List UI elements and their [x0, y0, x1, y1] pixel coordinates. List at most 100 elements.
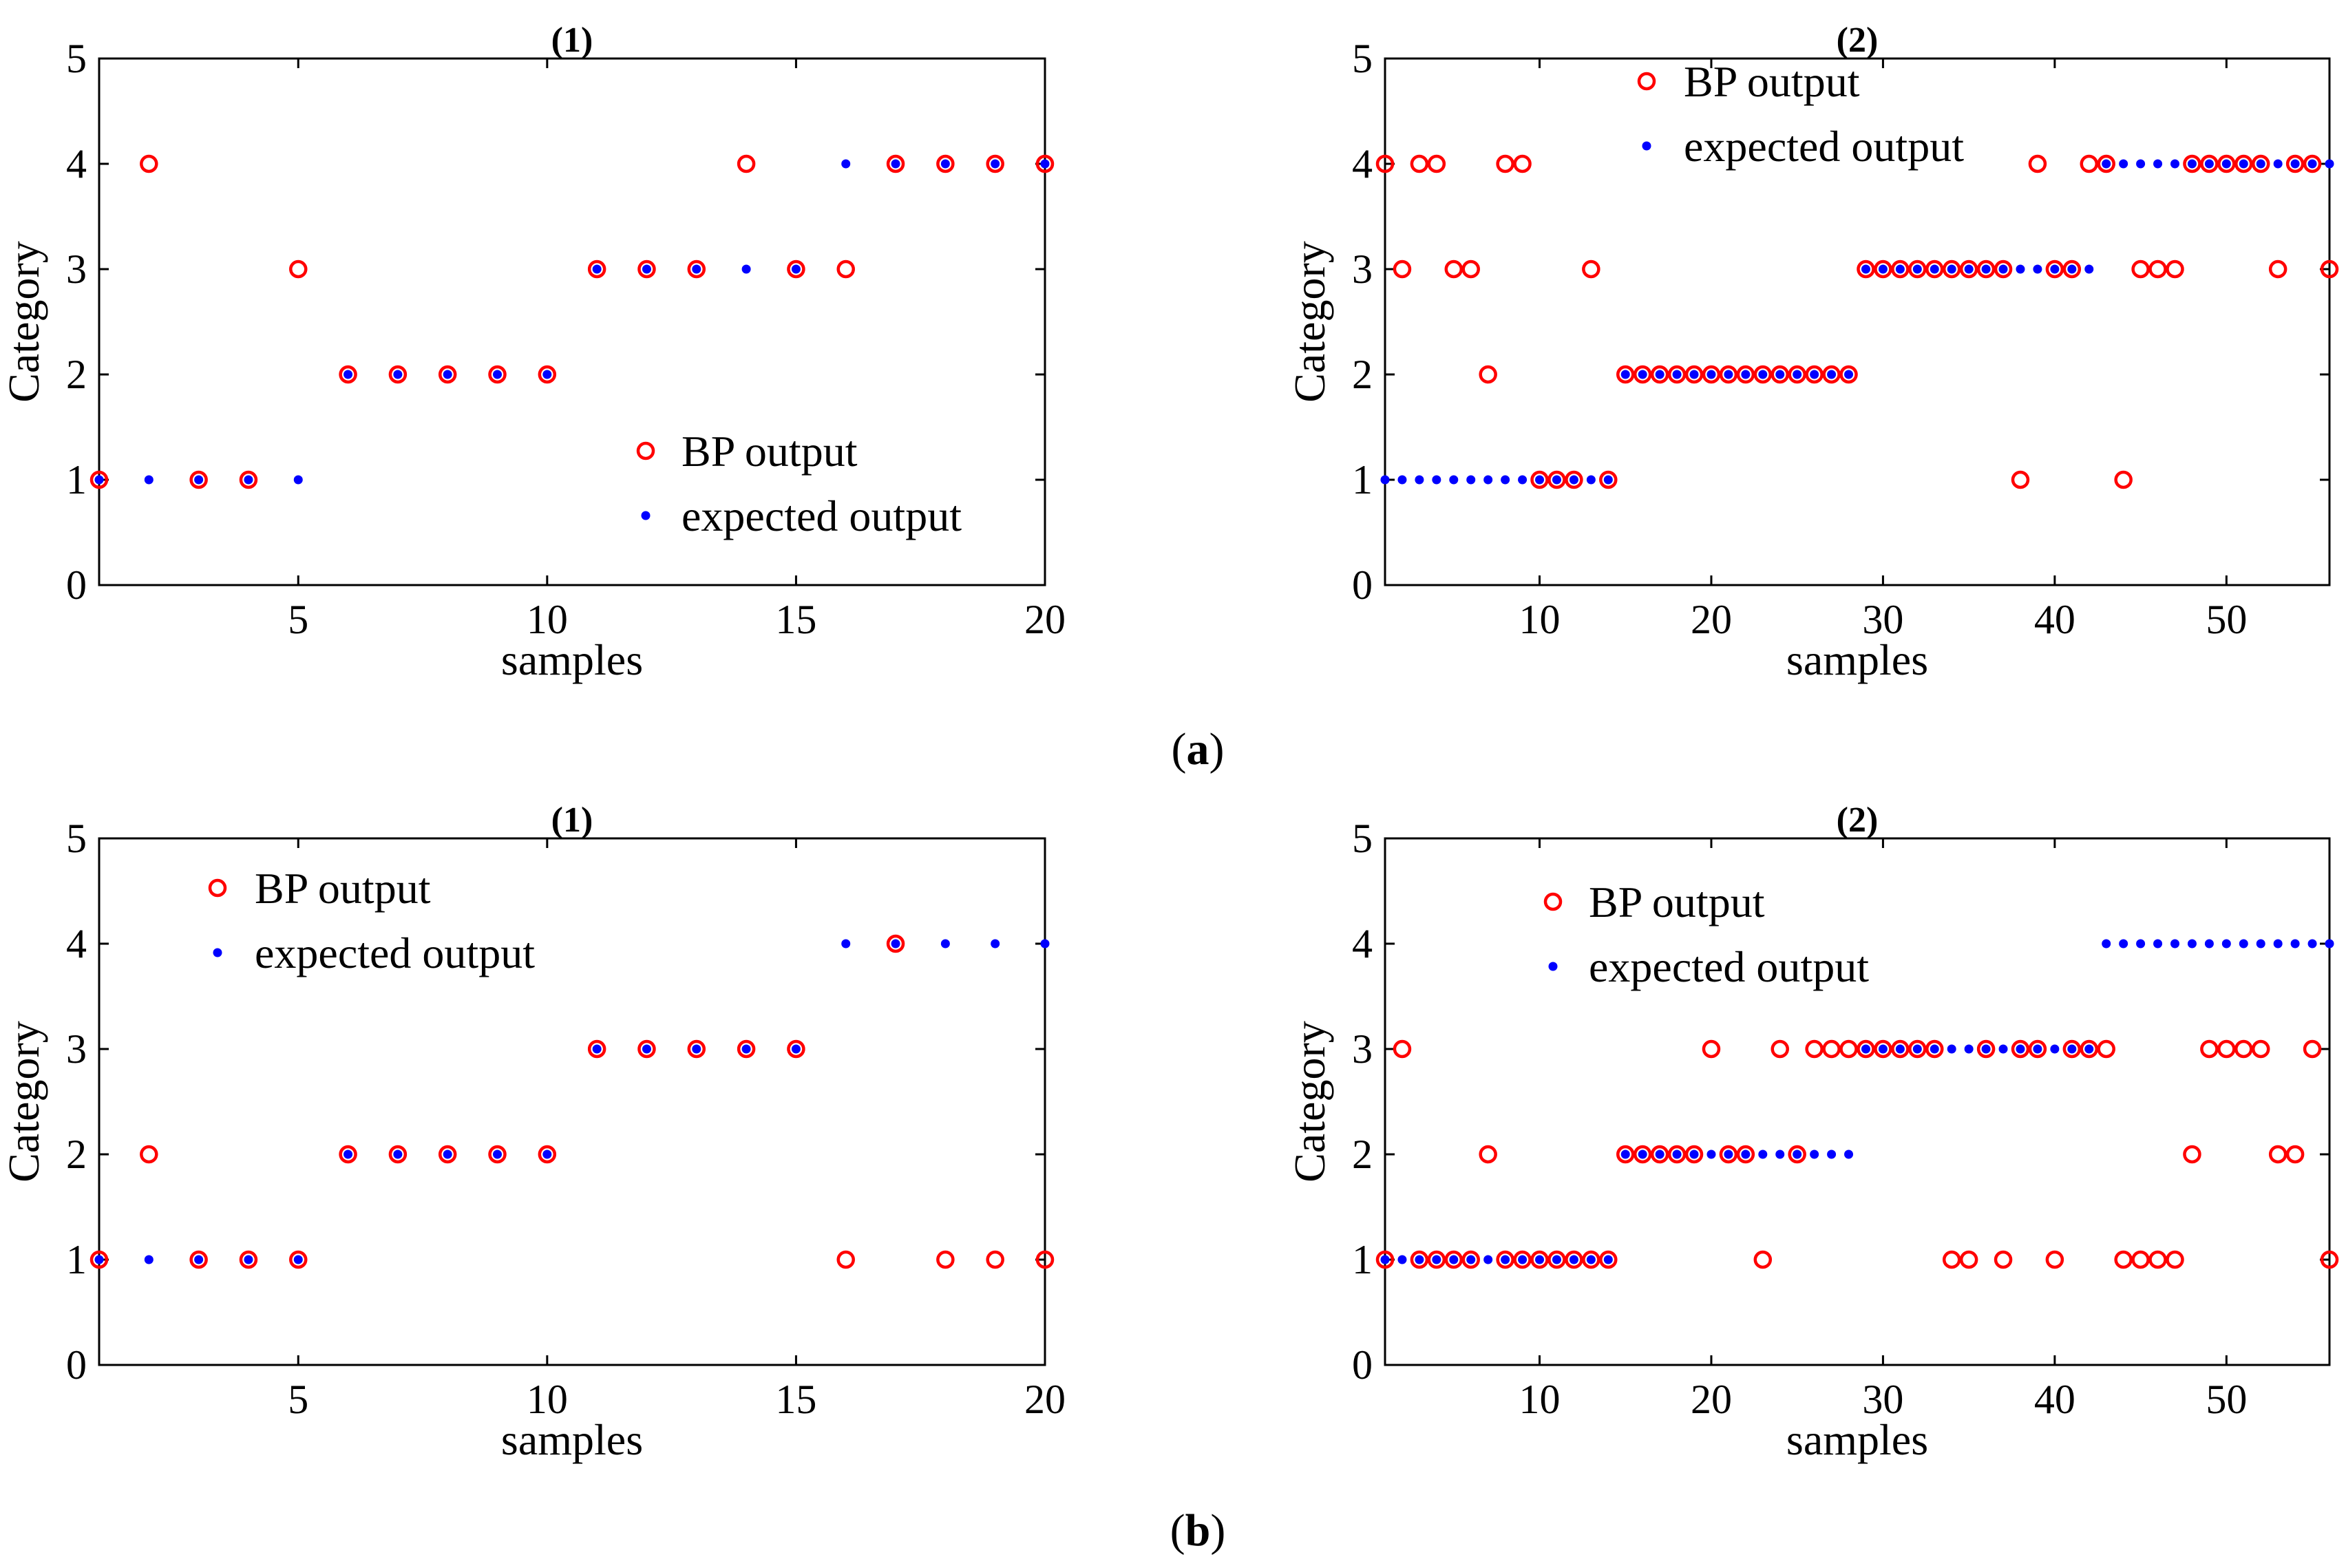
- expected-output-point: [1775, 1149, 1785, 1159]
- bp-output-point: [140, 1145, 158, 1164]
- expected-output-point: [493, 1149, 503, 1159]
- expected-output-point: [2239, 159, 2248, 169]
- expected-output-point: [1432, 1255, 1441, 1264]
- expected-output-point: [1638, 1149, 1647, 1159]
- expected-output-point: [1380, 475, 1390, 485]
- bp-output-point: [2320, 1250, 2339, 1269]
- expected-output-point: [1810, 370, 1819, 379]
- legend-expected-label: expected output: [1684, 122, 1964, 171]
- bp-output-point: [2183, 154, 2201, 173]
- expected-output-point: [1432, 475, 1441, 485]
- bp-output-point: [1616, 1145, 1635, 1164]
- expected-output-point: [1930, 1044, 1939, 1054]
- bp-output-point: [737, 154, 756, 173]
- bp-output-point: [538, 365, 557, 384]
- expected-output-point: [692, 264, 701, 274]
- expected-output-point: [1741, 1149, 1751, 1159]
- bp-output-point: [289, 259, 308, 279]
- expected-output-point: [1466, 1255, 1476, 1264]
- expected-output-point: [2102, 159, 2111, 169]
- bp-output-point: [140, 154, 158, 173]
- bp-output-point: [1633, 1145, 1652, 1164]
- x-tick-label: 30: [1862, 597, 1903, 642]
- expected-output-point: [1775, 370, 1785, 379]
- expected-output-point: [2033, 1044, 2042, 1054]
- bp-output-point: [438, 1145, 457, 1164]
- expected-output-point: [1947, 264, 1956, 274]
- expected-output-point: [841, 159, 851, 169]
- expected-output-point: [393, 370, 403, 379]
- y-tick-label: 2: [1352, 1132, 1373, 1177]
- expected-output-point: [1895, 1044, 1905, 1054]
- expected-output-point: [1689, 370, 1699, 379]
- y-tick-label: 0: [66, 1342, 87, 1388]
- bp-output-point: [488, 365, 507, 384]
- legend-bp-label: BP output: [1684, 57, 1860, 106]
- y-tick-label: 2: [66, 352, 87, 397]
- expected-output-point: [1706, 1149, 1716, 1159]
- bp-output-point: [986, 1250, 1004, 1269]
- bp-output-point: [1427, 154, 1446, 173]
- bp-output-point: [986, 154, 1004, 173]
- bp-output-point: [1891, 259, 1910, 279]
- legend-expected-marker: [1642, 141, 1651, 151]
- expected-output-point: [2290, 159, 2300, 169]
- bp-output-point: [1582, 1250, 1600, 1269]
- bp-output-point: [1959, 259, 1978, 279]
- expected-output-point: [2273, 159, 2283, 169]
- bp-output-point: [89, 1250, 109, 1269]
- legend-bp-label: BP output: [1589, 878, 1765, 926]
- bp-output-point: [1839, 1039, 1858, 1059]
- expected-output-point: [1964, 1044, 1974, 1054]
- plot-title: (2): [1837, 801, 1879, 840]
- expected-output-point: [991, 159, 1000, 169]
- legend-bp-label: BP output: [255, 864, 431, 913]
- expected-output-point: [1552, 1255, 1561, 1264]
- bp-output-point: [936, 154, 955, 173]
- y-tick-label: 5: [1352, 816, 1373, 861]
- bp-output-point: [2148, 259, 2167, 279]
- bp-output-point: [1771, 1039, 1789, 1059]
- expected-output-point: [1397, 475, 1407, 485]
- expected-output-point: [293, 1255, 303, 1264]
- expected-output-point: [2273, 939, 2283, 949]
- bp-output-point: [1976, 259, 1996, 279]
- x-tick-label: 20: [1024, 1377, 1066, 1422]
- y-tick-label: 5: [1352, 36, 1373, 81]
- bp-output-point: [1565, 1250, 1583, 1269]
- bp-output-point: [388, 365, 408, 384]
- expected-output-point: [1964, 264, 1974, 274]
- bp-output-point: [1479, 1145, 1497, 1164]
- expected-output-point: [1878, 1044, 1888, 1054]
- bp-output-point: [1444, 1250, 1463, 1269]
- bp-output-point: [2028, 1039, 2047, 1059]
- bp-output-point: [2268, 1145, 2287, 1164]
- y-axis-label: Category: [1285, 1021, 1334, 1183]
- expected-output-point: [791, 1044, 801, 1054]
- bp-output-point: [289, 1250, 308, 1269]
- expected-output-point: [443, 370, 452, 379]
- y-tick-label: 1: [66, 1237, 87, 1282]
- expected-output-point: [2239, 939, 2248, 949]
- x-tick-label: 15: [775, 1377, 816, 1422]
- bp-output-point: [2303, 154, 2322, 173]
- expected-output-point: [741, 1044, 751, 1054]
- bp-output-point: [1410, 154, 1429, 173]
- bp-output-point: [787, 259, 805, 279]
- expected-output-point: [493, 370, 503, 379]
- expected-output-point: [2204, 159, 2214, 169]
- expected-output-point: [1449, 1255, 1459, 1264]
- bp-output-point: [836, 1250, 855, 1269]
- expected-output-point: [1981, 1044, 1991, 1054]
- expected-output-point: [741, 264, 751, 274]
- expected-output-point: [144, 1255, 154, 1264]
- bp-output-point: [1393, 259, 1412, 279]
- expected-output-point: [1501, 1255, 1510, 1264]
- bp-output-point: [1857, 259, 1875, 279]
- bp-output-point: [886, 934, 905, 953]
- bp-output-point: [1496, 1250, 1514, 1269]
- bp-output-point: [1479, 365, 1497, 384]
- bp-output-point: [1753, 365, 1773, 384]
- bp-output-point: [1513, 154, 1532, 173]
